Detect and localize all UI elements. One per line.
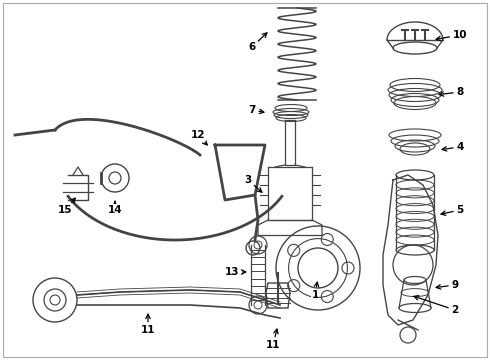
Text: 14: 14 — [108, 202, 122, 215]
Text: 10: 10 — [436, 30, 467, 41]
Text: 2: 2 — [414, 296, 459, 315]
Text: 6: 6 — [248, 33, 267, 52]
Text: 9: 9 — [436, 280, 459, 290]
Text: 12: 12 — [191, 130, 207, 145]
Text: 5: 5 — [441, 205, 464, 215]
Text: 4: 4 — [442, 142, 464, 152]
Text: 11: 11 — [141, 314, 155, 335]
Text: 7: 7 — [248, 105, 264, 115]
Text: 11: 11 — [266, 329, 280, 350]
Text: 1: 1 — [311, 282, 318, 300]
Text: 13: 13 — [225, 267, 246, 277]
Text: 15: 15 — [58, 198, 75, 215]
Text: 8: 8 — [439, 87, 464, 97]
Text: 3: 3 — [245, 175, 262, 192]
